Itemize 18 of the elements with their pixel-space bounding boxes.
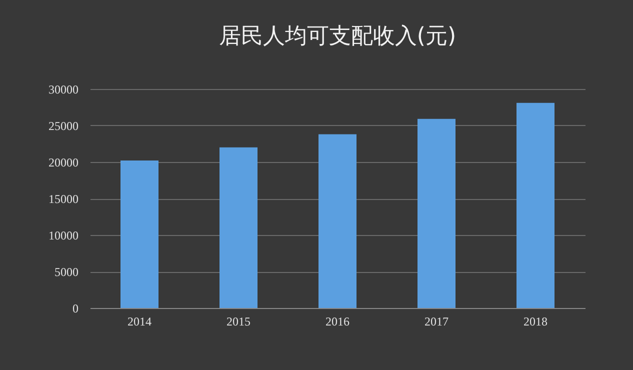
x-tick-label: 2017 [424, 314, 448, 328]
bar [418, 118, 456, 308]
x-tick-label: 2018 [524, 314, 548, 328]
bar [120, 160, 158, 308]
x-tick-label: 2014 [128, 314, 152, 328]
y-tick-label: 5000 [54, 265, 78, 279]
y-tick-label: 30000 [48, 82, 78, 96]
x-tick-label: 2016 [326, 314, 350, 328]
y-tick-label: 10000 [48, 228, 78, 242]
bar [516, 102, 554, 308]
y-tick-label: 20000 [48, 156, 78, 170]
bar [220, 147, 258, 308]
y-tick-label: 25000 [48, 119, 78, 133]
y-tick-label: 15000 [48, 192, 78, 206]
x-tick-label: 2015 [226, 314, 250, 328]
bar [318, 134, 356, 308]
chart-title: 居民人均可支配收入(元) [218, 24, 456, 49]
y-tick-label: 0 [72, 302, 78, 316]
